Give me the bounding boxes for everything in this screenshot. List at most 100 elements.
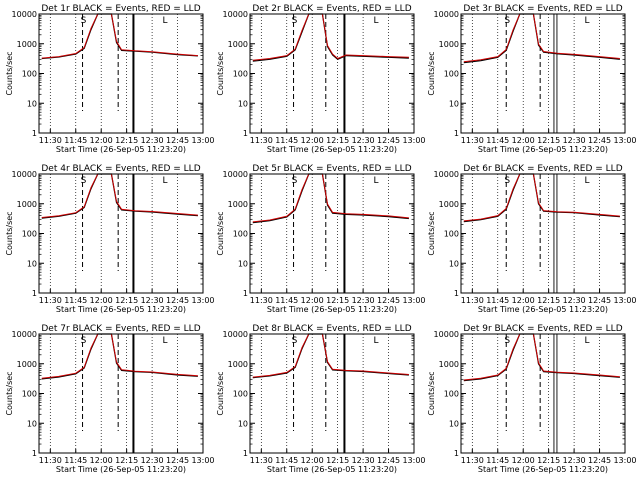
x-tick-label: 12:15 [115,296,138,305]
x-tick-label: 12:30 [563,456,586,465]
x-tick-label: 11:30 [39,296,62,305]
marker-label: S [81,16,87,26]
x-tick-label: 11:45 [275,136,298,145]
y-tick-label: 10000 [12,10,37,19]
x-tick-label: 12:15 [326,456,349,465]
x-tick-label: 12:00 [301,456,324,465]
y-axis-label: Counts/sec [427,371,436,415]
chart-panel: Det 3r BLACK = Events, RED = LLD S L 1 10 100… [427,4,637,154]
y-tick-label: 1000 [17,40,37,49]
y-tick-label: 1 [454,449,459,458]
chart-title: Det 9r BLACK = Events, RED = LLD [463,324,622,334]
x-tick-label: 12:15 [537,136,560,145]
chart-panel: Det 5r BLACK = Events, RED = LLD S L 1 10 100… [216,164,426,314]
y-tick-label: 1000 [17,200,37,209]
y-axis-label: Counts/sec [216,211,225,255]
y-axis-label: Counts/sec [216,371,225,415]
y-tick-label: 10 [27,419,37,428]
marker-label: L [584,176,589,186]
x-tick-label: 12:15 [537,456,560,465]
y-tick-label: 100 [233,70,248,79]
y-tick-label: 10000 [223,10,248,19]
y-tick-label: 10000 [223,330,248,339]
y-tick-label: 100 [444,230,459,239]
x-tick-label: 13:00 [613,296,636,305]
x-tick-label: 13:00 [191,296,214,305]
x-tick-label: 11:45 [64,456,87,465]
y-axis-label: Counts/sec [5,211,14,255]
x-tick-label: 12:00 [301,136,324,145]
x-tick-label: 11:30 [461,136,484,145]
x-tick-label: 12:30 [352,136,375,145]
x-tick-label: 11:30 [461,456,484,465]
marker-label: L [373,16,378,26]
x-tick-label: 12:15 [115,136,138,145]
y-tick-label: 100 [444,70,459,79]
chart-panel: Det 7r BLACK = Events, RED = LLD S L 1 10 100… [5,324,215,474]
x-tick-label: 12:15 [326,136,349,145]
x-axis-label: Start Time (26-Sep-05 11:23:20) [267,465,397,474]
y-tick-label: 100 [22,230,37,239]
y-tick-label: 1 [454,129,459,138]
x-tick-label: 13:00 [402,136,425,145]
chart-title: Det 5r BLACK = Events, RED = LLD [252,164,411,174]
x-tick-label: 12:00 [512,456,535,465]
x-tick-label: 12:00 [512,296,535,305]
chart-panel: Det 4r BLACK = Events, RED = LLD S L 1 10 100… [5,164,215,314]
chart-panel: Det 2r BLACK = Events, RED = LLD S L 1 10 100… [216,4,426,154]
y-tick-label: 1 [243,449,248,458]
y-tick-label: 1000 [439,200,459,209]
x-axis-label: Start Time (26-Sep-05 11:23:20) [56,305,186,314]
chart-title: Det 1r BLACK = Events, RED = LLD [41,4,200,14]
x-tick-label: 13:00 [402,456,425,465]
y-tick-label: 10000 [223,170,248,179]
x-tick-label: 12:30 [141,456,164,465]
x-axis-label: Start Time (26-Sep-05 11:23:20) [267,145,397,154]
x-tick-label: 11:30 [250,136,273,145]
marker-label: S [292,176,298,186]
y-tick-label: 10000 [434,330,459,339]
chart-panel: Det 9r BLACK = Events, RED = LLD S L 1 10 100… [427,324,637,474]
y-tick-label: 10 [449,419,459,428]
x-tick-label: 12:45 [166,296,189,305]
marker-label: L [373,176,378,186]
x-tick-label: 12:30 [563,296,586,305]
chart-panel: Det 1r BLACK = Events, RED = LLD S L 1 10 100… [5,4,215,154]
marker-label: S [504,336,510,346]
x-tick-label: 12:45 [166,136,189,145]
x-tick-label: 11:45 [486,136,509,145]
marker-label: L [584,16,589,26]
x-tick-label: 12:30 [141,296,164,305]
x-tick-label: 12:45 [588,456,611,465]
x-tick-label: 12:15 [115,456,138,465]
y-tick-label: 10 [27,259,37,268]
x-tick-label: 11:45 [275,456,298,465]
x-tick-label: 11:30 [461,296,484,305]
y-tick-label: 1000 [439,360,459,369]
x-tick-label: 13:00 [613,456,636,465]
marker-label: L [584,336,589,346]
x-tick-label: 12:30 [563,136,586,145]
x-tick-label: 12:30 [352,296,375,305]
y-tick-label: 1000 [228,360,248,369]
x-tick-label: 12:45 [377,296,400,305]
x-tick-label: 11:45 [275,296,298,305]
x-tick-label: 12:45 [588,136,611,145]
y-tick-label: 1 [32,289,37,298]
x-tick-label: 12:45 [588,296,611,305]
y-tick-label: 1 [243,129,248,138]
x-axis-label: Start Time (26-Sep-05 11:23:20) [56,145,186,154]
x-tick-label: 11:30 [39,136,62,145]
y-tick-label: 10 [238,259,248,268]
y-tick-label: 10 [449,259,459,268]
x-tick-label: 13:00 [191,456,214,465]
y-axis-label: Counts/sec [427,211,436,255]
marker-label: L [373,336,378,346]
y-tick-label: 10 [238,99,248,108]
y-tick-label: 10 [27,99,37,108]
y-tick-label: 1 [454,289,459,298]
x-tick-label: 11:45 [64,296,87,305]
marker-label: S [292,336,298,346]
